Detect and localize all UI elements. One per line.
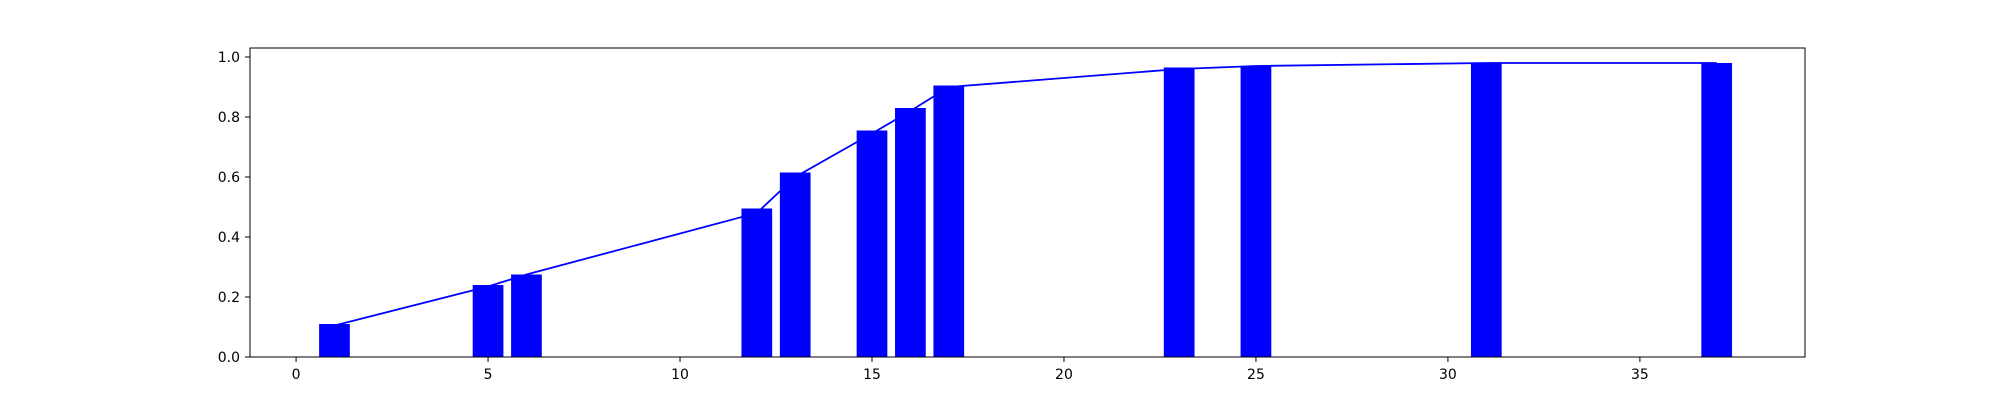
x-tick-label: 0 — [292, 367, 301, 383]
bar — [1240, 66, 1272, 357]
bar — [472, 285, 504, 357]
y-tick-label: 0.6 — [218, 170, 240, 186]
bar — [933, 85, 965, 357]
x-tick-label: 25 — [1247, 367, 1265, 383]
x-tick-label: 10 — [671, 367, 689, 383]
y-tick-label: 1.0 — [218, 50, 240, 66]
bar — [319, 324, 350, 357]
line-layer — [334, 62, 1717, 327]
bars-layer — [319, 63, 1733, 357]
bar — [741, 208, 773, 357]
bar — [1701, 63, 1733, 357]
x-tick-label: 30 — [1439, 367, 1457, 383]
y-tick-label: 0.8 — [218, 110, 240, 126]
bar — [895, 108, 926, 357]
bar — [856, 130, 888, 357]
x-tick-label: 15 — [863, 367, 881, 383]
bar — [1470, 63, 1502, 357]
y-tick-label: 0.4 — [218, 230, 240, 246]
y-tick-label: 0.0 — [218, 350, 240, 366]
y-tick-label: 0.2 — [218, 290, 240, 306]
bar — [779, 172, 811, 357]
x-tick-label: 5 — [484, 367, 493, 383]
axes-layer: 0 5 10 15 20 25 30 35 0.0 0.2 0.4 0.6 0.8 1.0 — [218, 47, 1806, 383]
series-line — [334, 62, 1717, 327]
bar — [511, 274, 542, 357]
x-tick-label: 35 — [1631, 367, 1649, 383]
bar — [1163, 67, 1195, 357]
plot-frame — [249, 47, 1806, 358]
x-tick-label: 20 — [1055, 367, 1073, 383]
